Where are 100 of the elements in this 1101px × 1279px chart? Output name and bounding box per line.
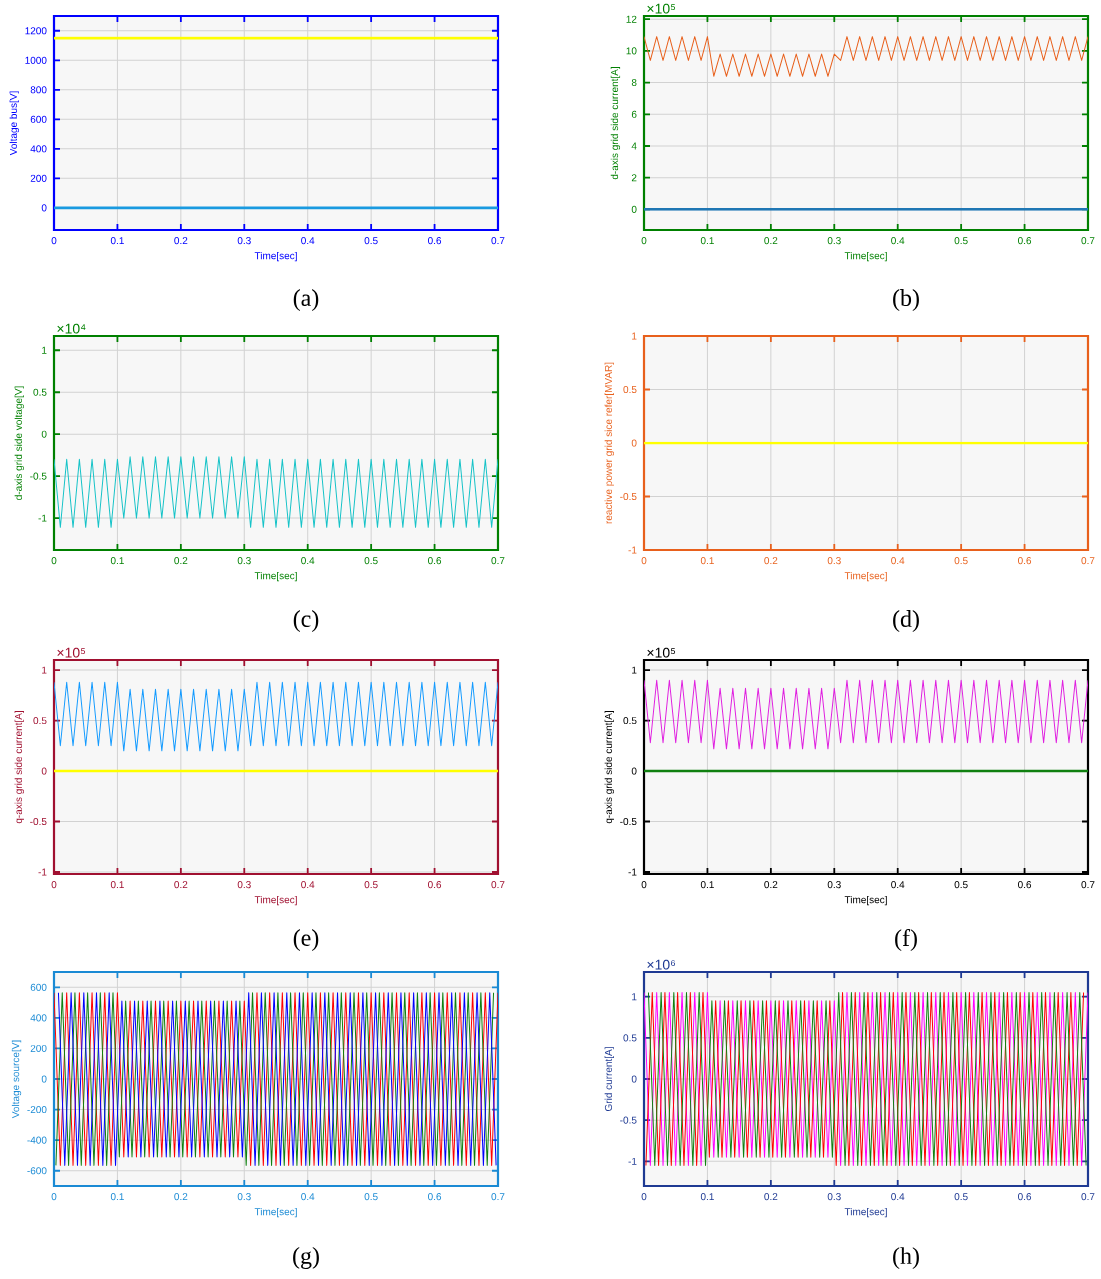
x-tick-label: 0.5 xyxy=(954,881,968,889)
y-tick-label: 4 xyxy=(631,142,637,150)
y-tick-label: 0 xyxy=(631,439,637,447)
x-axis-title: Time[sec] xyxy=(844,1207,887,1218)
x-tick-label: 0.3 xyxy=(237,1193,251,1201)
text: ×10⁵ xyxy=(647,647,676,658)
x-tick-label: 0.7 xyxy=(1081,237,1095,245)
y-tick-label: -1 xyxy=(628,868,637,876)
y-tick-label: -0.5 xyxy=(30,817,47,826)
x-tick-label: 0.2 xyxy=(174,237,188,245)
y-tick-label: 600 xyxy=(30,983,47,991)
x-tick-label: 0.7 xyxy=(491,557,505,565)
text: (d) xyxy=(893,610,919,632)
x-tick-label: 0.1 xyxy=(700,557,714,565)
y-tick-label: 0 xyxy=(41,204,47,212)
x-tick-label: 0.3 xyxy=(237,557,251,565)
x-axis-title: Time[sec] xyxy=(254,571,297,582)
x-tick-label: 0.4 xyxy=(891,881,905,889)
y-tick-label: 0.5 xyxy=(623,385,637,394)
text: ×10⁵ xyxy=(57,647,86,658)
x-tick-label: 0 xyxy=(641,881,647,889)
y-tick-label: 2 xyxy=(631,174,637,182)
text: (f) xyxy=(895,929,917,952)
x-tick-label: 0.3 xyxy=(237,237,251,245)
x-tick-label: 0 xyxy=(51,1193,57,1201)
y-tick-label: 1000 xyxy=(25,56,47,64)
y-tick-label: -0.5 xyxy=(620,492,637,501)
x-tick-label: 0.4 xyxy=(301,557,315,565)
x-axis-title: Time[sec] xyxy=(844,895,887,906)
x-tick-label: 0.5 xyxy=(954,237,968,245)
y-tick-label: -0.5 xyxy=(620,1116,637,1124)
y-axis-title: Voltage bus[V] xyxy=(9,91,19,156)
y-axis-title: d-axis grid side current[A] xyxy=(610,67,621,180)
x-tick-label: 0.7 xyxy=(1081,557,1095,565)
x-tick-label: 0.5 xyxy=(364,1193,378,1201)
x-tick-label: 0.1 xyxy=(700,1193,714,1201)
y-tick-label: 0 xyxy=(631,767,637,775)
y-tick-label: 0 xyxy=(41,430,47,438)
y-tick-label: -200 xyxy=(27,1106,47,1114)
line-series xyxy=(54,456,498,528)
x-axis-title: Time[sec] xyxy=(254,895,297,906)
y-tick-label: 0 xyxy=(41,1075,47,1083)
x-tick-label: 0.3 xyxy=(827,557,841,565)
y-tick-label: 1 xyxy=(42,666,47,674)
y-tick-label: 1 xyxy=(632,666,637,674)
x-tick-label: 0.7 xyxy=(491,1193,505,1201)
x-tick-label: 0 xyxy=(641,1193,647,1201)
y-tick-label: 0.5 xyxy=(623,1034,637,1042)
y-tick-label: 10 xyxy=(626,47,637,55)
y-tick-label: 400 xyxy=(30,1014,47,1022)
x-tick-label: 0.6 xyxy=(1018,1193,1032,1201)
y-tick-label: -0.5 xyxy=(620,817,637,826)
y-tick-label: 8 xyxy=(631,79,637,87)
x-tick-label: 0.2 xyxy=(764,237,778,245)
text: (g) xyxy=(293,1247,319,1269)
line-series xyxy=(644,36,1088,77)
y-tick-label: 800 xyxy=(30,86,47,94)
y-tick-label: -600 xyxy=(27,1167,47,1175)
x-tick-label: 0.5 xyxy=(954,1193,968,1201)
y-tick-label: 0.5 xyxy=(33,388,47,396)
x-tick-label: 0.5 xyxy=(364,881,378,889)
x-tick-label: 0.3 xyxy=(827,1193,841,1201)
x-tick-label: 0.7 xyxy=(491,881,505,889)
x-tick-label: 0.2 xyxy=(764,881,778,889)
x-tick-label: 0.1 xyxy=(700,237,714,245)
y-tick-label: 0 xyxy=(631,205,637,213)
text: (e) xyxy=(293,929,319,951)
y-tick-label: 1 xyxy=(42,346,47,354)
y-tick-label: 1 xyxy=(632,332,637,340)
y-tick-label: 12 xyxy=(626,15,637,23)
y-tick-label: 1 xyxy=(632,993,637,1001)
x-tick-label: 0 xyxy=(51,881,57,889)
x-tick-label: 0.3 xyxy=(827,237,841,245)
x-tick-label: 0.2 xyxy=(174,881,188,889)
x-tick-label: 0.5 xyxy=(364,237,378,245)
y-tick-label: -0.5 xyxy=(30,472,47,480)
y-tick-label: 6 xyxy=(631,110,637,118)
y-tick-label: -1 xyxy=(628,546,637,554)
x-tick-label: 0.1 xyxy=(700,881,714,889)
text: (a) xyxy=(293,289,319,311)
x-tick-label: 0 xyxy=(641,557,647,565)
text: (h) xyxy=(893,1247,919,1269)
x-tick-label: 0 xyxy=(51,237,57,245)
x-tick-label: 0.2 xyxy=(764,557,778,565)
y-axis-title: Grid current[A] xyxy=(604,1047,614,1112)
y-tick-label: 0 xyxy=(631,1075,637,1083)
y-tick-label: -1 xyxy=(38,868,47,876)
line-series xyxy=(54,681,498,752)
y-tick-label: 200 xyxy=(30,174,47,182)
x-tick-label: 0.2 xyxy=(764,1193,778,1201)
y-tick-label: 1200 xyxy=(25,27,47,35)
y-axis-title: q-axis grid side current[A] xyxy=(604,711,614,824)
y-axis-title: q-axis grid side current[A] xyxy=(14,711,24,824)
x-tick-label: 0.3 xyxy=(237,881,251,889)
x-tick-label: 0.5 xyxy=(364,557,378,565)
x-axis-title: Time[sec] xyxy=(254,251,297,262)
x-tick-label: 0.3 xyxy=(827,881,841,889)
x-tick-label: 0.4 xyxy=(301,237,315,245)
y-tick-label: 0.5 xyxy=(33,717,47,725)
y-tick-label: 200 xyxy=(30,1044,47,1052)
